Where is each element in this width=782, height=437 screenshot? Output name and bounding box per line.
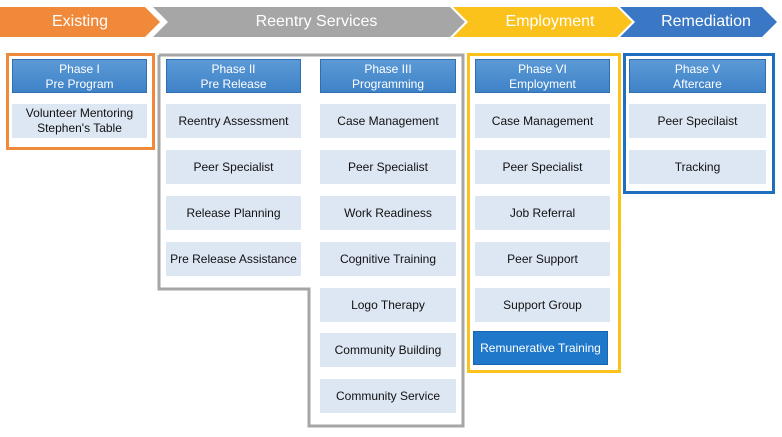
phase-3-header: Phase III Programming (320, 59, 456, 93)
stage-label-reentry: Reentry Services (255, 13, 378, 30)
phase-1-header: Phase I Pre Program (12, 59, 147, 93)
phase-3-item: Logo Therapy (320, 288, 456, 322)
phase-3-subtitle: Programming (351, 77, 425, 91)
phase-2-title: Phase II (211, 62, 256, 76)
phase-2-item: Release Planning (166, 196, 301, 230)
phase-5-item: Peer Specilaist (629, 104, 766, 138)
phase-2-item: Peer Specialist (166, 150, 301, 184)
phase-2-header: Phase II Pre Release (166, 59, 301, 93)
phase-6-item: Case Management (475, 104, 610, 138)
stage-chevron-employment (453, 7, 632, 37)
phase-6-item: Job Referral (475, 196, 610, 230)
phase-3-item: Peer Specialist (320, 150, 456, 184)
phase-6-subtitle: Employment (509, 77, 576, 91)
stage-label-existing: Existing (51, 13, 109, 30)
phase-3-item: Work Readiness (320, 196, 456, 230)
phase-3-item: Community Building (320, 333, 456, 367)
phase-2-item: Pre Release Assistance (166, 242, 301, 276)
item-line: Volunteer Mentoring (25, 106, 134, 120)
phase-6-item-highlighted: Remunerative Training (473, 331, 608, 365)
phase-5-header: Phase V Aftercare (629, 59, 766, 93)
phase-3-item: Community Service (320, 379, 456, 413)
remediation-group-border (623, 53, 775, 194)
phase-1-title: Phase I (59, 62, 100, 76)
phase-6-item: Peer Support (475, 242, 610, 276)
phase-2-item: Reentry Assessment (166, 104, 301, 138)
phase-5-item: Tracking (629, 150, 766, 184)
phase-2-subtitle: Pre Release (200, 77, 267, 91)
phase-3-item: Case Management (320, 104, 456, 138)
stage-label-remediation: Remediation (661, 13, 751, 30)
phase-6-item: Support Group (475, 288, 610, 322)
phase-6-item: Peer Specialist (475, 150, 610, 184)
stage-chevron-reentry (153, 7, 465, 37)
phase-1-subtitle: Pre Program (45, 77, 114, 91)
phase-5-title: Phase V (674, 62, 721, 76)
phase-1-item-volunteer-mentoring: Volunteer Mentoring Stephen's Table (12, 104, 147, 138)
phase-3-title: Phase III (364, 62, 412, 76)
stage-chevron-remediation (620, 7, 777, 37)
stage-chevron-existing (0, 7, 160, 37)
phase-6-title: Phase VI (518, 62, 567, 76)
phase-3-item: Cognitive Training (320, 242, 456, 276)
existing-group-border (6, 53, 155, 150)
stage-label-employment: Employment (505, 13, 595, 30)
phase-6-header: Phase VI Employment (475, 59, 610, 93)
phase-5-subtitle: Aftercare (673, 77, 722, 91)
item-line: Stephen's Table (37, 121, 122, 135)
employment-group-border (467, 53, 621, 373)
stage-banner (0, 7, 777, 37)
